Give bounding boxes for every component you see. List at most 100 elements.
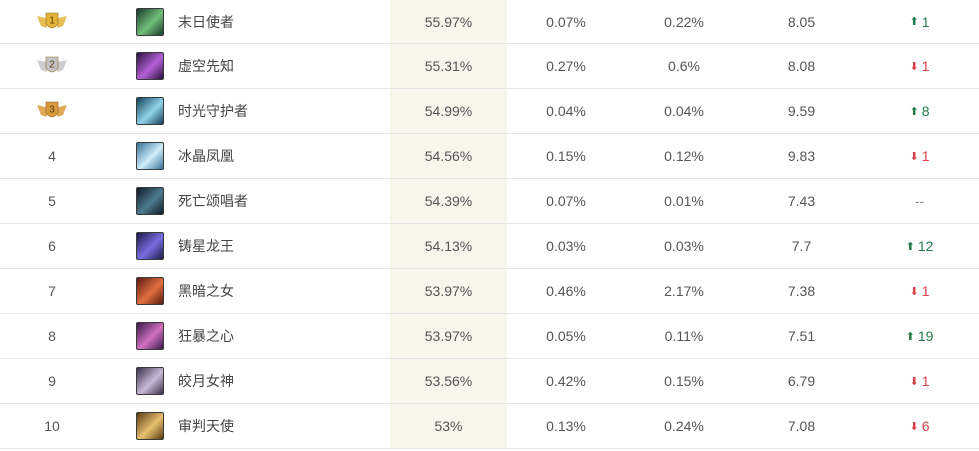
medal-badge-icon: 2 (37, 56, 67, 73)
hero-name[interactable]: 虚空先知 (178, 58, 234, 74)
arrow-down-icon: ⬇ (909, 285, 919, 298)
hero-cell[interactable]: 冰晶凤凰 (104, 134, 390, 178)
kda-value: 7.7 (791, 238, 812, 254)
trend-indicator: ⬇ 6 (909, 418, 929, 434)
ban-rate: 0.12% (664, 148, 704, 164)
hero-avatar[interactable] (136, 7, 164, 36)
trend-indicator: ⬆ 12 (906, 238, 934, 254)
hero-cell[interactable]: 黑暗之女 (104, 269, 390, 313)
rank-change: ⬇ 1 (860, 269, 979, 313)
table-row[interactable]: 8 狂暴之心 53.97% 0.05% 0.11% 7.51 ⬆ 19 (0, 314, 979, 359)
trend-indicator: -- (915, 193, 924, 209)
table-row[interactable]: 2 虚空先知 55.31% 0.27% 0.6% 8.08 ⬇ 1 (0, 44, 979, 89)
rank-cell: 7 (0, 269, 104, 313)
hero-cell[interactable]: 审判天使 (104, 404, 390, 448)
arrow-up-icon: ⬆ (909, 105, 919, 118)
win-rate: 54.39% (390, 179, 507, 223)
hero-avatar[interactable] (136, 412, 164, 440)
rank-cell: 10 (0, 404, 104, 448)
rank-cell: 5 (0, 179, 104, 223)
win-rate: 54.56% (390, 134, 507, 178)
trend-value: 1 (921, 148, 930, 164)
hero-name[interactable]: 皎月女神 (178, 373, 234, 389)
hero-cell[interactable]: 虚空先知 (104, 44, 390, 88)
rank-cell: 9 (0, 359, 104, 403)
rank-change: ⬇ 1 (860, 134, 979, 178)
rank-cell: 2 (0, 44, 104, 88)
ban-rate: 0.03% (664, 238, 704, 254)
trend-value: 19 (917, 328, 934, 344)
trend-value: 8 (921, 103, 930, 119)
hero-avatar[interactable] (136, 277, 164, 305)
rank-change: ⬇ 1 (860, 359, 979, 403)
hero-cell[interactable]: 死亡颂唱者 (104, 179, 390, 223)
table-row[interactable]: 3 时光守护者 54.99% 0.04% 0.04% 9.59 ⬆ 8 (0, 89, 979, 134)
pick-rate: 0.46% (546, 283, 586, 299)
trend-value: 1 (921, 13, 930, 30)
hero-name[interactable]: 黑暗之女 (178, 283, 234, 299)
pick-rate: 0.42% (546, 373, 586, 389)
hero-avatar[interactable] (136, 142, 164, 170)
hero-avatar[interactable] (136, 52, 164, 80)
pick-rate: 0.03% (546, 238, 586, 254)
table-row[interactable]: 5 死亡颂唱者 54.39% 0.07% 0.01% 7.43 -- (0, 179, 979, 224)
kda-value: 9.83 (787, 148, 816, 164)
hero-name[interactable]: 铸星龙王 (178, 238, 234, 254)
rank-change: -- (860, 179, 979, 223)
trend-indicator: ⬆ 1 (909, 14, 929, 30)
trend-indicator: ⬇ 1 (909, 58, 929, 74)
trend-value: -- (914, 193, 925, 209)
hero-cell[interactable]: 狂暴之心 (104, 314, 390, 358)
hero-name[interactable]: 狂暴之心 (178, 328, 234, 344)
hero-avatar[interactable] (136, 367, 164, 395)
kda-value: 9.59 (787, 103, 816, 119)
trend-indicator: ⬇ 1 (909, 283, 929, 299)
table-row[interactable]: 9 皎月女神 53.56% 0.42% 0.15% 6.79 ⬇ 1 (0, 359, 979, 404)
arrow-up-icon: ⬆ (909, 16, 919, 28)
table-row[interactable]: 4 冰晶凤凰 54.56% 0.15% 0.12% 9.83 ⬇ 1 (0, 134, 979, 179)
hero-avatar[interactable] (136, 187, 164, 215)
win-rate: 54.99% (390, 89, 507, 133)
kda-value: 8.05 (787, 13, 816, 30)
hero-name[interactable]: 审判天使 (178, 418, 234, 434)
kda-value: 7.38 (787, 283, 816, 299)
win-rate: 53% (390, 404, 507, 448)
rank-change: ⬆ 19 (860, 314, 979, 358)
hero-name[interactable]: 时光守护者 (178, 103, 248, 119)
rank-number: 5 (48, 193, 56, 209)
trend-indicator: ⬇ 1 (909, 373, 929, 389)
pick-rate: 0.13% (546, 418, 586, 434)
rank-number: 7 (48, 283, 56, 299)
hero-name[interactable]: 死亡颂唱者 (178, 193, 248, 209)
pick-rate: 0.07% (546, 193, 586, 209)
table-row[interactable]: 1 末日使者 55.97% 0.07% 0.22% 8.05 ⬆ 1 (0, 0, 979, 44)
table-row[interactable]: 10 审判天使 53% 0.13% 0.24% 7.08 ⬇ 6 (0, 404, 979, 449)
ban-rate: 2.17% (664, 283, 704, 299)
hero-avatar[interactable] (136, 322, 164, 350)
table-row[interactable]: 6 铸星龙王 54.13% 0.03% 0.03% 7.7 ⬆ 12 (0, 224, 979, 269)
win-rate: 53.56% (390, 359, 507, 403)
rank-change: ⬇ 6 (860, 404, 979, 448)
hero-cell[interactable]: 时光守护者 (104, 89, 390, 133)
hero-name[interactable]: 冰晶凤凰 (178, 148, 234, 164)
hero-cell[interactable]: 皎月女神 (104, 359, 390, 403)
hero-avatar[interactable] (136, 97, 164, 125)
arrow-down-icon: ⬇ (909, 375, 919, 388)
rank-change: ⬇ 1 (860, 44, 979, 88)
hero-avatar[interactable] (136, 232, 164, 260)
ban-rate: 0.15% (664, 373, 704, 389)
kda-value: 7.08 (787, 418, 816, 434)
hero-cell[interactable]: 末日使者 (104, 0, 390, 43)
rank-number: 8 (48, 328, 56, 344)
trend-value: 12 (917, 238, 934, 254)
arrow-down-icon: ⬇ (909, 60, 919, 73)
hero-name[interactable]: 末日使者 (178, 13, 234, 30)
rank-number: 9 (48, 373, 56, 389)
rank-number: 4 (48, 148, 56, 164)
medal-rank-number: 2 (49, 60, 55, 71)
trend-value: 1 (921, 373, 930, 389)
table-row[interactable]: 7 黑暗之女 53.97% 0.46% 2.17% 7.38 ⬇ 1 (0, 269, 979, 314)
medal-rank-number: 3 (49, 105, 55, 116)
hero-cell[interactable]: 铸星龙王 (104, 224, 390, 268)
ban-rate: 0.04% (664, 103, 704, 119)
